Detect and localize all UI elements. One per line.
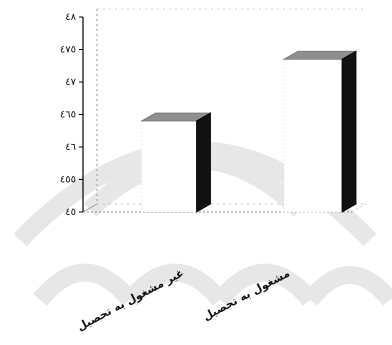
bar bbox=[139, 112, 213, 213]
floor-left-depth bbox=[82, 203, 98, 213]
bars-layer bbox=[139, 50, 358, 213]
y-tick-label: ٤٦٥ bbox=[60, 110, 76, 121]
y-tick-label: ٤٧٥ bbox=[60, 45, 76, 56]
bar-front-face bbox=[283, 58, 343, 213]
y-tick-label: ٤٨ bbox=[65, 12, 76, 23]
y-tick-label: ٤٧ bbox=[65, 77, 76, 88]
bar bbox=[282, 50, 358, 213]
bar-front-face bbox=[141, 120, 197, 213]
bar-side-face bbox=[341, 50, 357, 213]
y-tick-label: ٤٦ bbox=[65, 142, 76, 153]
y-tick-label: ٤٥ bbox=[65, 207, 76, 218]
bar-side-face bbox=[196, 112, 211, 213]
y-tick-label: ٤٥٥ bbox=[60, 175, 76, 186]
